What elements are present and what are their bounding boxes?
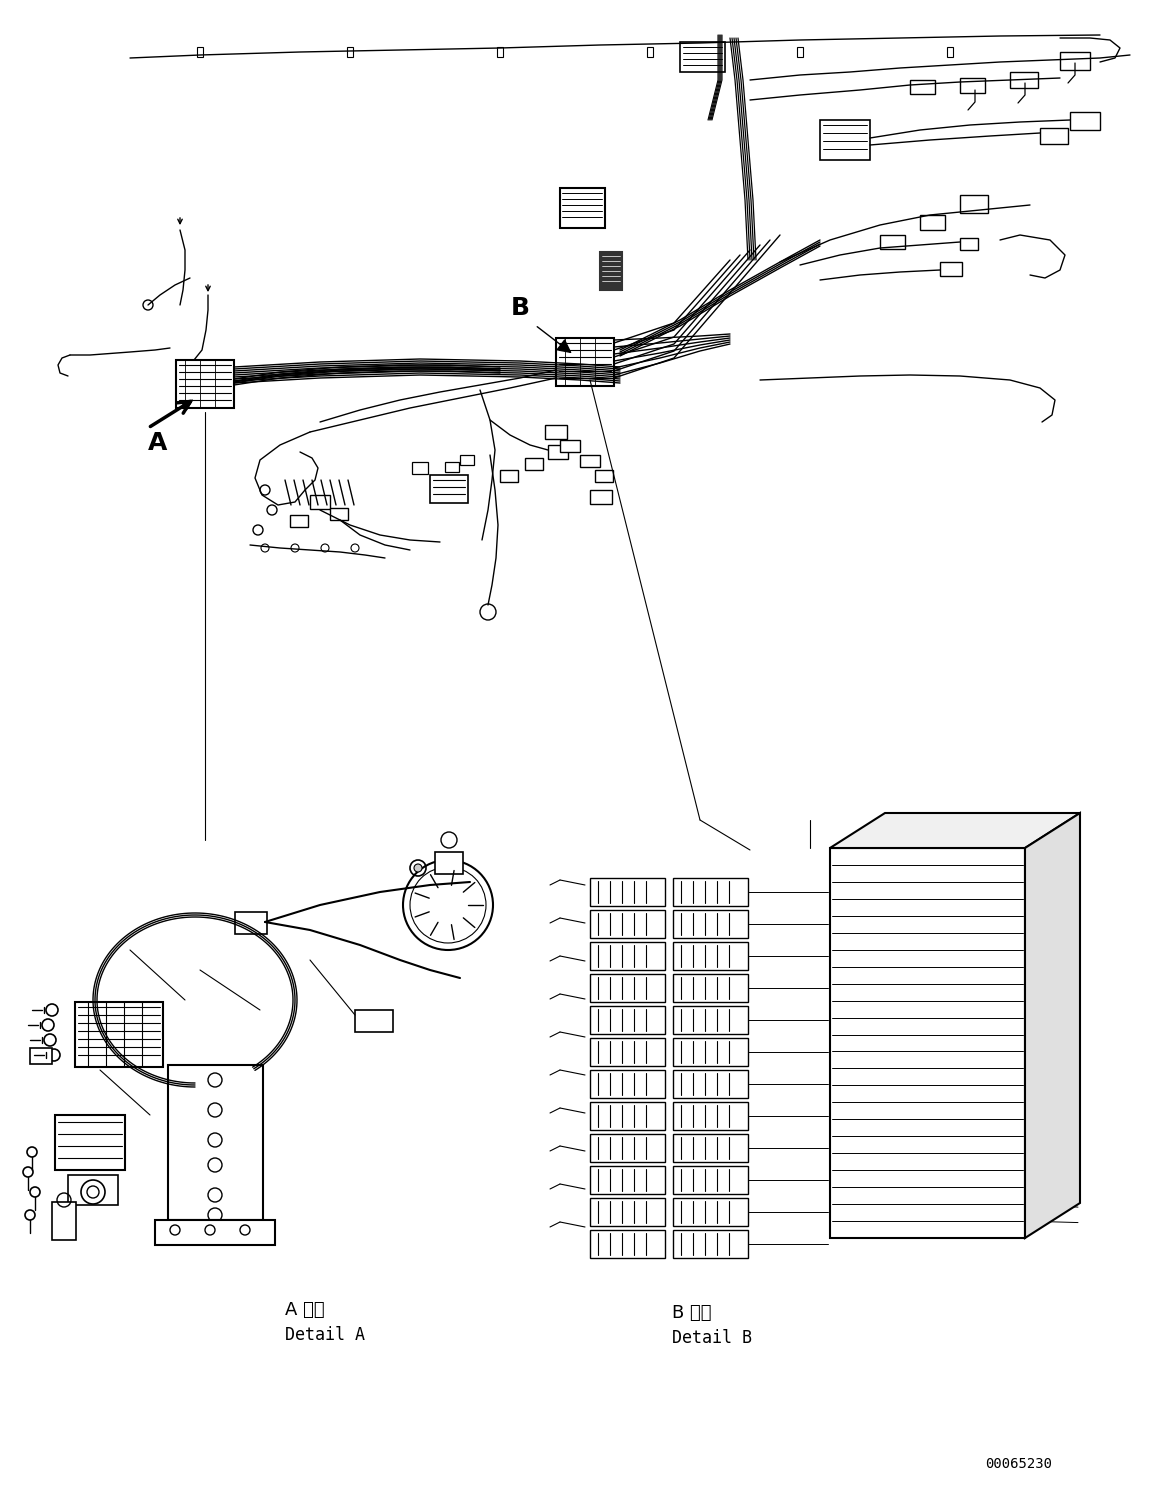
Bar [55, 1115, 124, 1170]
Bar [797, 48, 802, 57]
Bar [673, 1167, 748, 1193]
Bar [590, 1103, 665, 1129]
Bar [430, 475, 468, 503]
Bar [580, 455, 600, 467]
Bar [673, 1134, 748, 1162]
Bar [67, 1176, 117, 1205]
Text: 00065230: 00065230 [985, 1457, 1053, 1472]
Bar [355, 1010, 393, 1033]
Bar [590, 975, 665, 1001]
Bar [590, 1039, 665, 1065]
Bar [590, 1198, 665, 1226]
Bar [155, 1220, 274, 1245]
Bar [959, 195, 989, 213]
Circle shape [414, 865, 422, 872]
Bar [461, 455, 475, 464]
Bar [647, 48, 652, 57]
Bar [673, 1198, 748, 1226]
Bar [947, 48, 952, 57]
Bar [920, 214, 946, 231]
Text: B: B [511, 296, 529, 320]
Bar [673, 942, 748, 970]
Text: A 詳細: A 詳細 [285, 1301, 324, 1318]
Bar [1070, 112, 1100, 129]
Bar [590, 911, 665, 937]
Text: B 詳細: B 詳細 [672, 1303, 712, 1321]
Bar [590, 878, 665, 906]
Text: Detail A: Detail A [285, 1326, 365, 1344]
Bar [959, 77, 985, 92]
Bar [435, 853, 463, 873]
Text: Detail B: Detail B [672, 1329, 752, 1347]
Bar [940, 262, 962, 275]
Polygon shape [830, 812, 1080, 848]
Bar [959, 238, 978, 250]
Bar [880, 235, 905, 248]
Bar [909, 80, 935, 94]
Bar [176, 360, 234, 408]
Bar [235, 912, 267, 934]
Bar [525, 458, 543, 470]
Bar [600, 251, 622, 290]
Bar [167, 1065, 263, 1220]
Bar [673, 1006, 748, 1034]
Bar [1059, 52, 1090, 70]
Bar [673, 1103, 748, 1129]
Bar [680, 42, 725, 71]
Bar [497, 48, 504, 57]
Bar [290, 515, 308, 527]
Bar [500, 470, 518, 482]
Bar [673, 975, 748, 1001]
Bar [673, 1070, 748, 1098]
Bar [590, 1134, 665, 1162]
Bar [561, 440, 580, 452]
Polygon shape [1025, 812, 1080, 1238]
Bar [590, 1231, 665, 1257]
Bar [548, 445, 568, 458]
Bar [74, 1001, 163, 1067]
Bar [311, 496, 330, 509]
Bar [820, 121, 870, 161]
Bar [30, 1048, 52, 1064]
Bar [556, 338, 614, 385]
Bar [1040, 128, 1068, 144]
Bar [673, 1231, 748, 1257]
Bar [590, 1167, 665, 1193]
Bar [590, 490, 612, 504]
Bar [545, 426, 568, 439]
Bar [52, 1202, 76, 1240]
Bar [590, 1070, 665, 1098]
Text: A: A [149, 432, 167, 455]
Bar [673, 911, 748, 937]
Bar [1009, 71, 1039, 88]
Bar [673, 878, 748, 906]
Bar [595, 470, 613, 482]
Bar [197, 48, 204, 57]
Bar [561, 187, 605, 228]
Bar [412, 461, 428, 475]
Bar [830, 848, 1025, 1238]
Bar [590, 1006, 665, 1034]
Bar [673, 1039, 748, 1065]
Bar [590, 942, 665, 970]
Bar [445, 461, 459, 472]
Bar [330, 507, 348, 519]
Bar [347, 48, 354, 57]
